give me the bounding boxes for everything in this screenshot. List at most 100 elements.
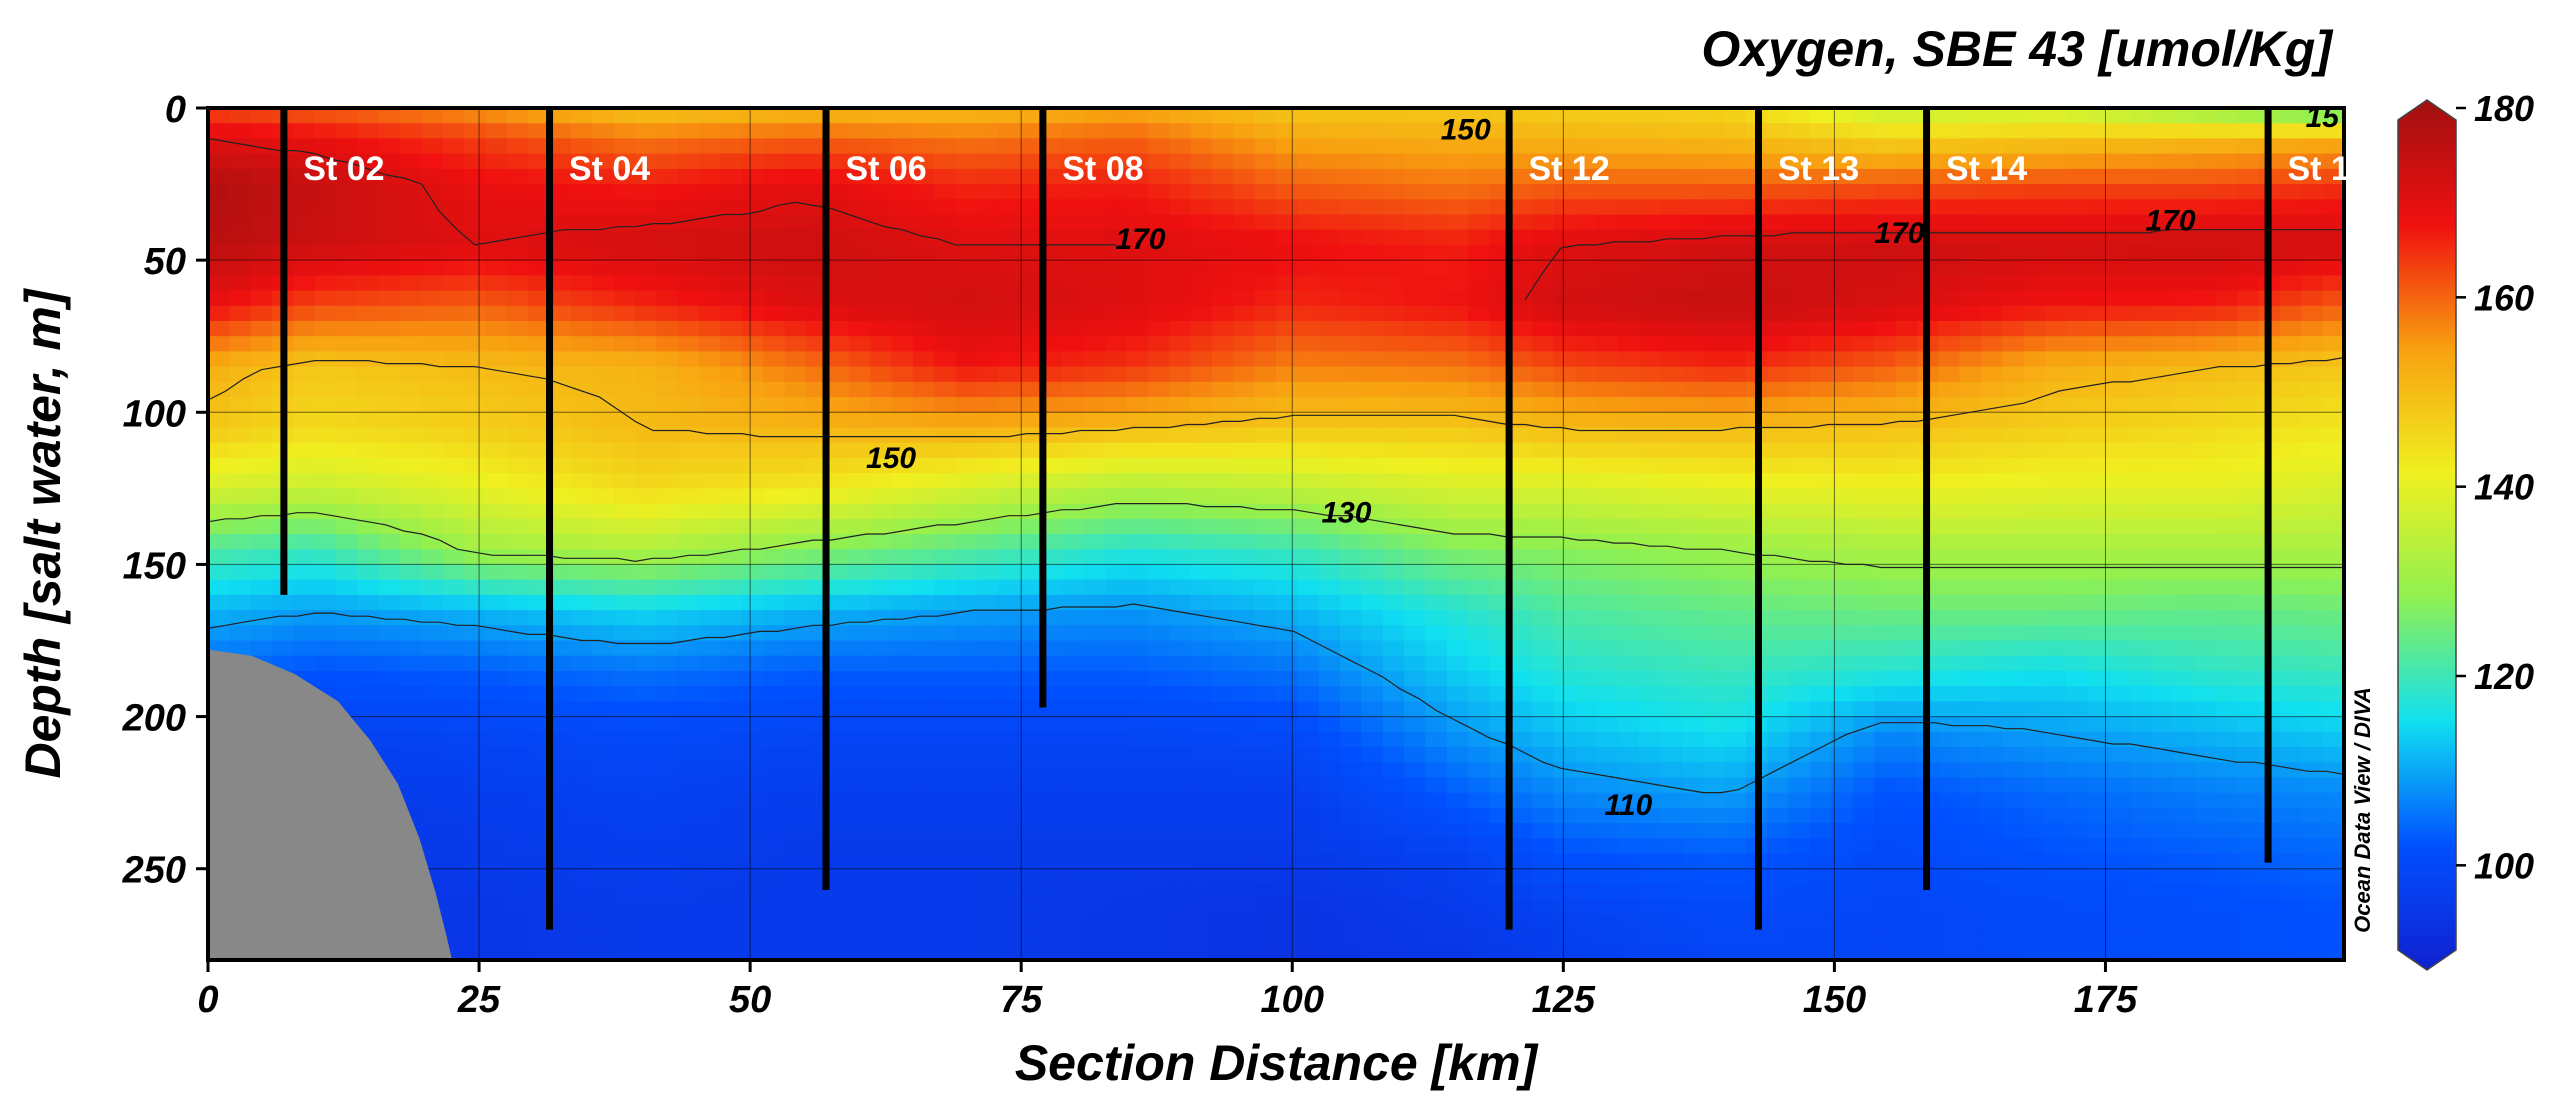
heat-cell <box>977 427 1000 444</box>
heat-cell <box>421 777 444 794</box>
heat-cell <box>1681 260 1704 277</box>
heat-cell <box>336 610 359 627</box>
heat-cell <box>1105 488 1128 505</box>
heat-cell <box>1468 929 1491 946</box>
heat-cell <box>848 655 871 672</box>
heat-cell <box>1446 260 1470 277</box>
heat-cell <box>784 853 807 870</box>
heat-cell <box>1575 731 1598 748</box>
heat-cell <box>208 503 231 520</box>
heat-cell <box>912 762 936 779</box>
heat-cell <box>827 442 850 459</box>
heat-cell <box>1382 442 1405 459</box>
heat-cell <box>1083 579 1106 596</box>
heat-cell <box>1959 625 1982 642</box>
heat-cell <box>1553 944 1576 960</box>
heat-cell <box>1810 381 1833 398</box>
heat-cell <box>1724 838 1747 855</box>
heat-cell <box>1831 457 1854 474</box>
heat-cell <box>421 381 444 398</box>
heat-cell <box>827 305 850 322</box>
heat-cell <box>1318 792 1341 809</box>
heat-cell <box>1404 351 1427 368</box>
heat-cell <box>1019 883 1042 900</box>
heat-cell <box>1553 381 1576 398</box>
heat-cell <box>2023 701 2046 718</box>
heat-cell <box>1703 427 1726 444</box>
heat-cell <box>955 108 978 124</box>
heat-cell <box>1446 442 1470 459</box>
heat-cell <box>1233 381 1256 398</box>
heat-cell <box>1233 853 1256 870</box>
heat-cell <box>1810 777 1833 794</box>
heat-cell <box>656 290 679 307</box>
heat-cell <box>2023 883 2046 900</box>
heat-cell <box>1724 823 1747 840</box>
heat-cell <box>1190 883 1213 900</box>
heat-cell <box>443 762 466 779</box>
heat-cell <box>1297 305 1320 322</box>
heat-cell <box>891 214 914 231</box>
heat-cell <box>1617 397 1640 414</box>
heat-cell <box>485 655 508 672</box>
heat-cell <box>977 275 1000 292</box>
heat-cell <box>357 640 380 657</box>
heat-cell <box>635 321 658 337</box>
heat-cell <box>1831 184 1854 201</box>
heat-cell <box>1126 747 1149 763</box>
heat-cell <box>977 716 1000 733</box>
heat-cell <box>1596 397 1619 414</box>
heat-cell <box>1062 503 1085 520</box>
heat-cell <box>443 670 466 687</box>
heat-cell <box>1361 594 1384 611</box>
heat-cell <box>1596 488 1619 505</box>
heat-cell <box>2066 594 2089 611</box>
heat-cell <box>1639 883 1662 900</box>
heat-cell <box>1340 108 1363 124</box>
heat-cell <box>998 199 1021 216</box>
heat-cell <box>1404 640 1427 657</box>
heat-cell <box>1767 123 1790 140</box>
heat-cell <box>1105 397 1128 414</box>
heat-cell <box>635 199 658 216</box>
heat-cell <box>357 153 380 170</box>
heat-cell <box>528 473 551 490</box>
heat-cell <box>1425 518 1448 535</box>
heat-cell <box>1468 579 1491 596</box>
heat-cell <box>421 655 444 672</box>
heat-cell <box>1596 336 1619 353</box>
heat-cell <box>549 899 572 916</box>
heat-cell <box>1233 184 1256 201</box>
heat-cell <box>1831 670 1854 687</box>
heat-cell <box>720 944 743 960</box>
heat-cell <box>1382 321 1405 337</box>
heat-cell <box>1083 442 1106 459</box>
heat-cell <box>1681 625 1704 642</box>
heat-cell <box>1019 305 1042 322</box>
heat-cell <box>827 138 850 155</box>
heat-cell <box>742 838 765 855</box>
heat-cell <box>400 610 423 627</box>
heat-cell <box>1810 762 1833 779</box>
heat-cell <box>635 883 658 900</box>
heat-cell <box>1938 321 1961 337</box>
heat-cell <box>421 594 444 611</box>
heat-cell <box>1361 184 1384 201</box>
heat-cell <box>1340 518 1363 535</box>
heat-cell <box>763 184 786 201</box>
heat-cell <box>1810 716 1833 733</box>
heat-cell <box>507 397 530 414</box>
heat-cell <box>1468 716 1491 733</box>
heat-cell <box>1617 503 1640 520</box>
heat-cell <box>1681 412 1704 429</box>
heat-cell <box>1831 108 1854 124</box>
heat-cell <box>742 731 765 748</box>
heat-cell <box>2087 244 2110 261</box>
heat-cell <box>1190 123 1213 140</box>
heat-cell <box>1211 716 1235 733</box>
heat-cell <box>485 275 508 292</box>
heat-cell <box>784 336 807 353</box>
heat-cell <box>720 275 743 292</box>
heat-cell <box>1553 868 1576 885</box>
heat-cell <box>827 123 850 140</box>
